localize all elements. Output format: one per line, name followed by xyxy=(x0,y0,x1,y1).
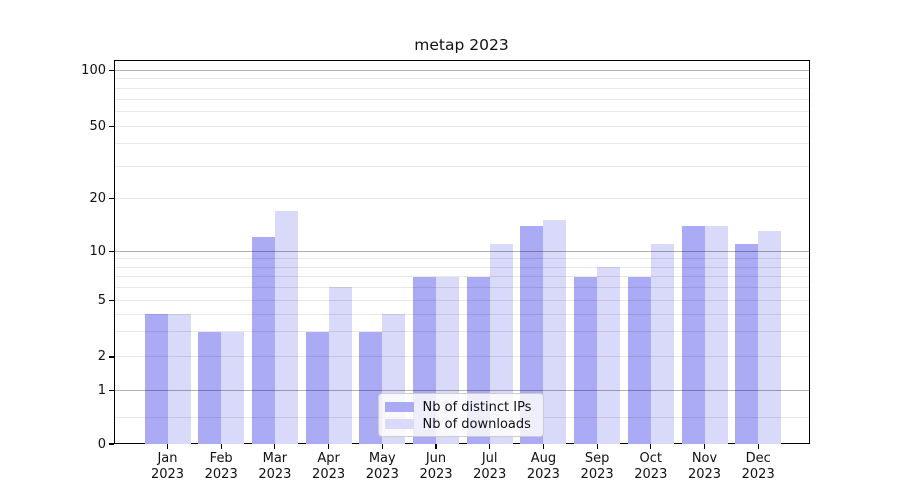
x-tick-label-dec: Dec 2023 xyxy=(741,451,775,482)
x-tick-label-jan: Jan 2023 xyxy=(150,451,185,482)
x-tick-label-jul: Jul 2023 xyxy=(473,451,507,482)
y-tick-mark-2 xyxy=(109,356,114,358)
y-tick-label-2: 2 xyxy=(97,349,106,365)
legend-label-downloads: Nb of downloads xyxy=(422,416,531,432)
y-tick-mark-10 xyxy=(109,250,114,252)
y-tick-label-10: 10 xyxy=(89,243,106,259)
bar-nov-ips xyxy=(681,225,705,444)
bar-jan-ips xyxy=(144,314,168,444)
x-tick-mark-jun xyxy=(435,444,437,449)
bar-may-ips xyxy=(359,331,383,444)
x-tick-label-may: May 2023 xyxy=(365,451,399,482)
x-tick-label-oct: Oct 2023 xyxy=(634,451,668,482)
y-tick-mark-100 xyxy=(109,69,114,71)
x-tick-label-feb: Feb 2023 xyxy=(204,451,238,482)
bar-jan-downloads xyxy=(167,314,191,444)
bar-aug-ips xyxy=(520,225,544,444)
bar-aug-downloads xyxy=(543,220,567,444)
x-tick-label-apr: Apr 2023 xyxy=(312,451,346,482)
x-tick-label-mar: Mar 2023 xyxy=(258,451,292,482)
x-tick-mark-aug xyxy=(542,444,544,449)
bar-sep-downloads xyxy=(597,267,621,444)
y-tick-label-20: 20 xyxy=(89,190,106,206)
bar-nov-downloads xyxy=(704,225,728,444)
legend-row-ips: Nb of distinct IPs xyxy=(384,399,535,415)
legend-row-downloads: Nb of downloads xyxy=(384,416,535,432)
y-tick-mark-5 xyxy=(109,299,114,301)
x-tick-mark-may xyxy=(381,444,383,449)
bar-apr-ips xyxy=(305,331,329,444)
y-tick-label-0: 0 xyxy=(97,436,106,452)
y-tick-label-5: 5 xyxy=(97,292,106,308)
y-tick-mark-50 xyxy=(109,125,114,127)
y-tick-label-100: 100 xyxy=(81,62,106,78)
x-tick-label-sep: Sep 2023 xyxy=(580,451,614,482)
legend-swatch-downloads xyxy=(384,419,414,429)
x-tick-label-nov: Nov 2023 xyxy=(687,451,722,482)
bar-sep-ips xyxy=(574,276,598,444)
legend: Nb of distinct IPs Nb of downloads xyxy=(377,393,544,437)
x-tick-mark-nov xyxy=(703,444,706,449)
x-tick-mark-jul xyxy=(489,444,491,449)
x-tick-mark-sep xyxy=(596,444,598,449)
legend-label-ips: Nb of distinct IPs xyxy=(422,399,532,415)
x-tick-mark-apr xyxy=(328,444,330,449)
y-tick-label-1: 1 xyxy=(97,382,106,398)
x-tick-mark-oct xyxy=(650,444,652,449)
y-tick-mark-0 xyxy=(109,443,114,445)
x-tick-label-jun: Jun 2023 xyxy=(419,451,453,482)
x-tick-mark-jan xyxy=(166,444,169,449)
bar-dec-downloads xyxy=(758,231,782,444)
x-tick-mark-feb xyxy=(220,444,222,449)
y-tick-label-50: 50 xyxy=(89,118,106,134)
bar-mar-ips xyxy=(251,237,275,444)
bars-layer xyxy=(114,60,811,444)
y-tick-mark-20 xyxy=(109,197,114,199)
legend-swatch-ips xyxy=(384,402,414,412)
bar-apr-downloads xyxy=(328,287,352,444)
x-tick-label-aug: Aug 2023 xyxy=(526,451,560,482)
bar-oct-ips xyxy=(627,276,651,444)
bar-dec-ips xyxy=(735,244,759,444)
chart-title: metap 2023 xyxy=(414,36,509,54)
x-tick-mark-dec xyxy=(757,444,759,449)
bar-mar-downloads xyxy=(274,210,298,444)
y-tick-mark-1 xyxy=(109,389,114,391)
bar-oct-downloads xyxy=(650,244,674,444)
bar-feb-ips xyxy=(198,331,222,444)
bar-feb-downloads xyxy=(221,331,245,444)
x-tick-mark-mar xyxy=(274,444,276,449)
